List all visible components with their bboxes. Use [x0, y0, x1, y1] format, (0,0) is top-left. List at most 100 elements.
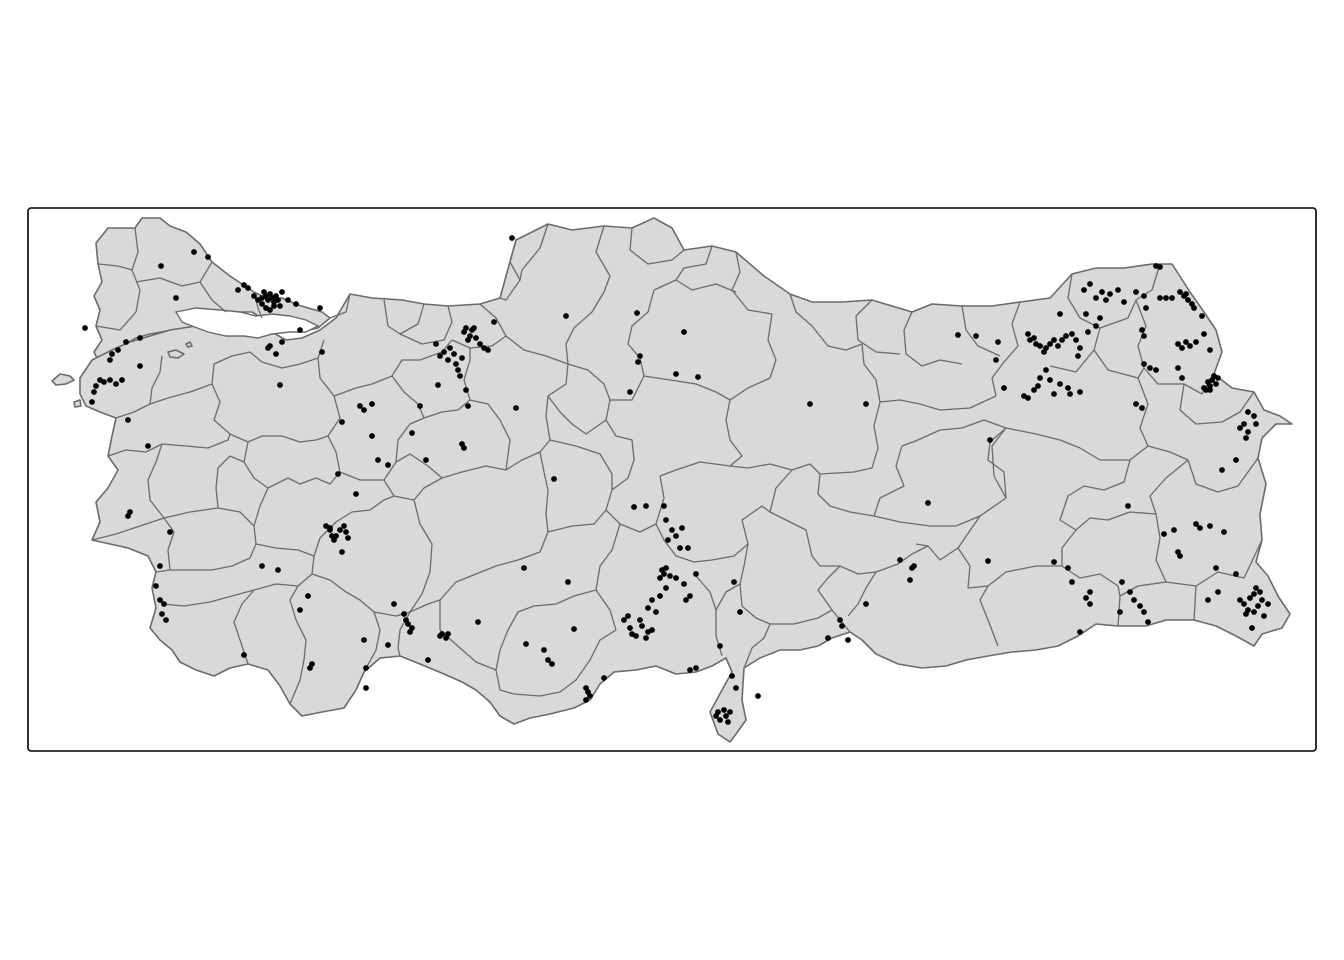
observation-point — [1051, 391, 1057, 397]
observation-point — [571, 626, 577, 632]
observation-point — [565, 579, 571, 585]
observation-point — [731, 579, 737, 585]
observation-point — [1065, 385, 1071, 391]
observation-point — [1083, 311, 1089, 317]
observation-point — [1025, 395, 1031, 401]
observation-point — [1153, 367, 1159, 373]
observation-point — [1069, 579, 1075, 585]
observation-point — [657, 593, 663, 599]
observation-point — [1245, 409, 1251, 415]
observation-point — [663, 517, 669, 523]
observation-point — [437, 353, 443, 359]
observation-point — [137, 335, 143, 341]
observation-point — [681, 581, 687, 587]
observation-point — [1085, 329, 1091, 335]
observation-point — [665, 537, 671, 543]
observation-point — [279, 339, 285, 345]
island-bozcaada — [73, 399, 82, 408]
observation-point — [627, 625, 633, 631]
observation-point — [601, 675, 607, 681]
observation-point — [91, 389, 97, 395]
observation-point — [541, 647, 547, 653]
observation-point — [157, 563, 163, 569]
observation-point — [1257, 589, 1263, 595]
observation-point — [235, 287, 241, 293]
observation-point — [1051, 559, 1057, 565]
observation-point — [385, 642, 391, 648]
observation-point — [1115, 287, 1121, 293]
observation-point — [653, 609, 659, 615]
observation-point — [277, 303, 283, 309]
observation-point — [545, 657, 551, 663]
observation-point — [1081, 287, 1087, 293]
observation-point — [461, 445, 467, 451]
observation-point — [259, 563, 265, 569]
observation-point — [1087, 601, 1093, 607]
observation-point — [643, 503, 649, 509]
observation-point — [509, 235, 515, 241]
observation-point — [391, 601, 397, 607]
observation-point — [433, 341, 439, 347]
observation-point — [1245, 429, 1251, 435]
observation-point — [439, 631, 445, 637]
observation-point — [1117, 609, 1123, 615]
observation-point — [1025, 331, 1031, 337]
observation-point — [101, 379, 107, 385]
observation-point — [897, 557, 903, 563]
observation-point — [327, 525, 333, 531]
observation-point — [1133, 289, 1139, 295]
observation-point — [409, 625, 415, 631]
observation-point — [417, 403, 423, 409]
observation-point — [1121, 299, 1127, 305]
observation-point — [1251, 413, 1257, 419]
observation-point — [273, 351, 279, 357]
observation-point — [465, 403, 471, 409]
observation-point — [485, 347, 491, 353]
observation-point — [733, 685, 739, 691]
observation-point — [441, 349, 447, 355]
observation-point — [521, 565, 527, 571]
observation-point — [277, 382, 283, 388]
observation-point — [353, 491, 359, 497]
observation-point — [241, 282, 247, 288]
observation-point — [1187, 343, 1193, 349]
observation-point — [1199, 313, 1205, 319]
observation-point — [1067, 391, 1073, 397]
observation-point — [1107, 291, 1113, 297]
observation-point — [1201, 331, 1207, 337]
observation-point — [463, 387, 469, 393]
observation-point — [621, 617, 627, 623]
observation-point — [1183, 291, 1189, 297]
observation-point — [1197, 525, 1203, 531]
observation-point — [1141, 333, 1147, 339]
observation-point — [125, 417, 131, 423]
observation-point — [1145, 619, 1151, 625]
observation-point — [693, 571, 699, 577]
observation-point — [1119, 579, 1125, 585]
observation-point — [1255, 603, 1261, 609]
observation-point — [333, 533, 339, 539]
island-gokceada — [51, 373, 75, 386]
observation-point — [1191, 305, 1197, 311]
observation-point — [723, 713, 729, 719]
observation-point — [259, 301, 265, 307]
observation-point — [115, 347, 121, 353]
observation-point — [145, 443, 151, 449]
observation-point — [459, 355, 465, 361]
observation-point — [1057, 311, 1063, 317]
observation-point — [89, 399, 95, 405]
observation-point — [1143, 305, 1149, 311]
observation-point — [663, 565, 669, 571]
observation-point — [695, 374, 701, 380]
observation-point — [163, 617, 169, 623]
observation-point — [1237, 425, 1243, 431]
observation-point — [727, 709, 733, 715]
observation-point — [93, 383, 99, 389]
observation-point — [363, 665, 369, 671]
observation-point — [673, 575, 679, 581]
observation-point — [1249, 625, 1255, 631]
observation-point — [167, 529, 173, 535]
observation-point — [1259, 597, 1265, 603]
observation-point — [1139, 405, 1145, 411]
observation-point — [1207, 347, 1213, 353]
